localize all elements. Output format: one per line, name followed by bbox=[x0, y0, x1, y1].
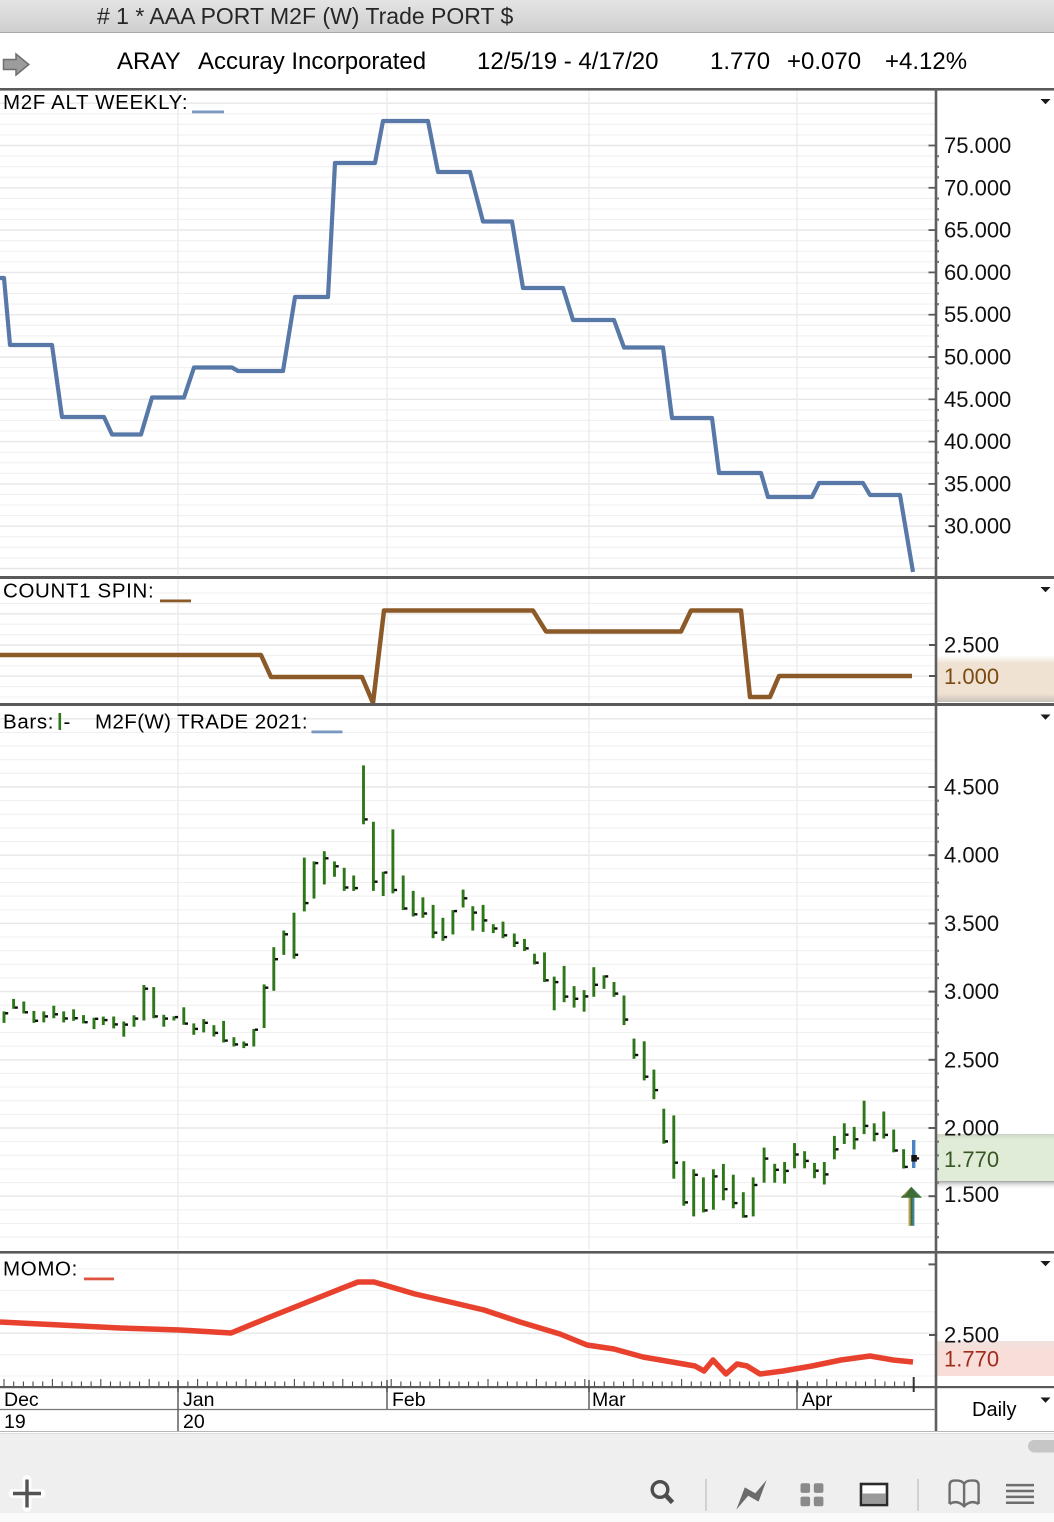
svg-text:20: 20 bbox=[183, 1411, 205, 1433]
svg-text:70.000: 70.000 bbox=[944, 175, 1011, 200]
svg-text:19: 19 bbox=[4, 1411, 26, 1433]
svg-text:Feb: Feb bbox=[392, 1389, 426, 1411]
svg-text:2.000: 2.000 bbox=[944, 1116, 999, 1141]
svg-text:2.500: 2.500 bbox=[944, 1323, 999, 1348]
svg-text:1.770: 1.770 bbox=[944, 1347, 999, 1372]
svg-text:30.000: 30.000 bbox=[944, 514, 1011, 539]
svg-text:45.000: 45.000 bbox=[944, 387, 1011, 412]
svg-text:4.000: 4.000 bbox=[944, 843, 999, 868]
svg-text:65.000: 65.000 bbox=[944, 218, 1011, 243]
svg-text:M2F ALT WEEKLY:: M2F ALT WEEKLY: bbox=[3, 91, 188, 114]
svg-text:50.000: 50.000 bbox=[944, 345, 1011, 370]
svg-text:1.000: 1.000 bbox=[944, 664, 999, 689]
svg-text:40.000: 40.000 bbox=[944, 429, 1011, 454]
svg-text:Jan: Jan bbox=[183, 1389, 214, 1411]
svg-text:-: - bbox=[64, 711, 71, 734]
svg-text:60.000: 60.000 bbox=[944, 260, 1011, 285]
svg-text:75.000: 75.000 bbox=[944, 133, 1011, 158]
svg-text:4.500: 4.500 bbox=[944, 775, 999, 800]
svg-text:35.000: 35.000 bbox=[944, 471, 1011, 496]
svg-text:55.000: 55.000 bbox=[944, 302, 1011, 327]
svg-text:Daily: Daily bbox=[972, 1399, 1016, 1421]
svg-text:Apr: Apr bbox=[802, 1389, 833, 1411]
svg-text:2.500: 2.500 bbox=[944, 633, 999, 658]
svg-text:Bars:: Bars: bbox=[3, 711, 54, 734]
svg-text:1.770: 1.770 bbox=[944, 1147, 999, 1172]
svg-text:Mar: Mar bbox=[592, 1389, 626, 1411]
svg-text:Dec: Dec bbox=[4, 1389, 39, 1411]
svg-text:MOMO:: MOMO: bbox=[3, 1258, 78, 1281]
svg-text:3.500: 3.500 bbox=[944, 911, 999, 936]
svg-text:M2F(W) TRADE 2021:: M2F(W) TRADE 2021: bbox=[95, 711, 308, 734]
svg-text:2.500: 2.500 bbox=[944, 1047, 999, 1072]
svg-text:3.000: 3.000 bbox=[944, 979, 999, 1004]
svg-text:1.500: 1.500 bbox=[944, 1182, 999, 1207]
svg-text:COUNT1 SPIN:: COUNT1 SPIN: bbox=[3, 580, 154, 603]
